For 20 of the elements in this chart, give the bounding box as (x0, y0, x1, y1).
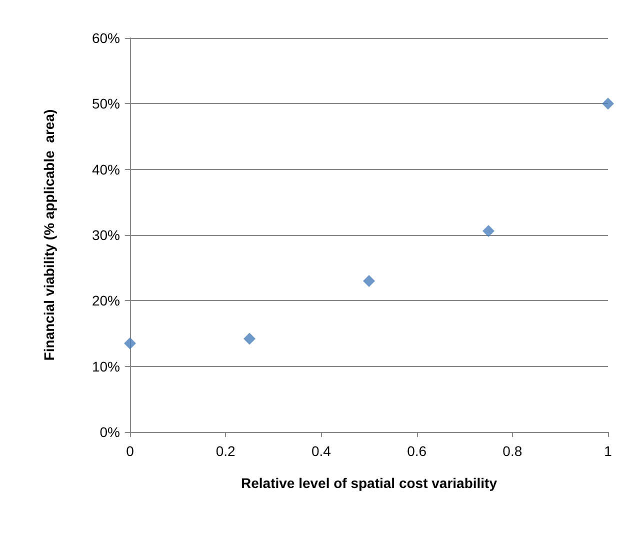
x-tick-label: 0.6 (407, 443, 427, 459)
x-tick-label: 0 (126, 443, 134, 459)
y-axis-title: Financial viability (% applicable area) (41, 109, 57, 361)
y-tick-label: 20% (92, 292, 120, 309)
x-axis-title: Relative level of spatial cost variability (241, 475, 498, 491)
point (602, 98, 614, 110)
y-tick-label: 30% (92, 227, 120, 243)
x-tick-label: 1 (604, 443, 612, 459)
x-tick-label: 0.8 (502, 443, 522, 459)
point (244, 332, 256, 345)
point (124, 337, 136, 350)
y-tick-label: 50% (92, 96, 120, 112)
point (482, 225, 494, 238)
x-tick-label: 0.2 (216, 443, 236, 459)
y-tick-label: 60% (92, 30, 120, 46)
y-tick-label: 0% (100, 424, 120, 440)
y-tick-label: 10% (92, 358, 120, 374)
x-tick-label: 0.4 (311, 443, 332, 459)
y-tick-label: 40% (92, 161, 120, 178)
point (363, 274, 375, 287)
